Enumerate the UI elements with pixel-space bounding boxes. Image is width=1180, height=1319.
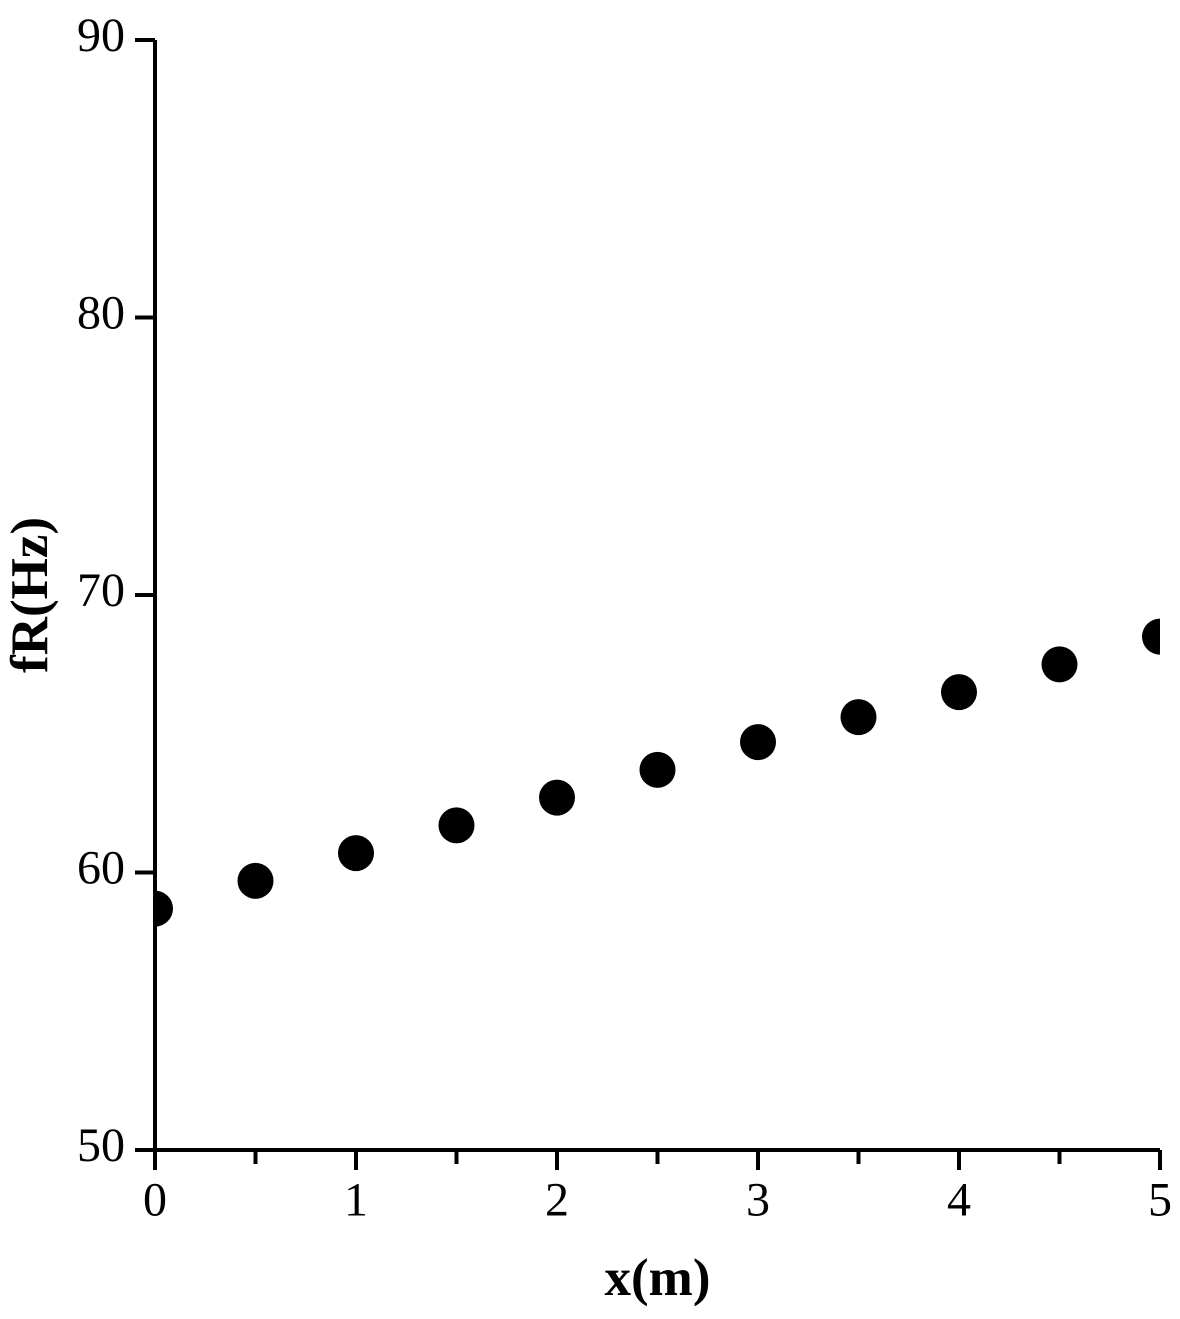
y-tick-label: 50 (77, 1119, 125, 1172)
y-tick-label: 90 (77, 9, 125, 62)
data-point (941, 674, 977, 710)
y-tick-label: 70 (77, 564, 125, 617)
chart-svg: 50 60 70 80 90 0 1 2 3 4 5 x(m) fR(Hz) (0, 0, 1180, 1314)
data-point (137, 891, 173, 927)
y-tick-label: 60 (77, 842, 125, 895)
data-point (539, 780, 575, 816)
x-tick-label: 2 (545, 1174, 569, 1227)
data-point (640, 752, 676, 788)
data-point (841, 699, 877, 735)
x-tick-label: 4 (947, 1174, 971, 1227)
scatter-chart: 50 60 70 80 90 0 1 2 3 4 5 x(m) fR(Hz) (0, 0, 1180, 1314)
data-point (238, 863, 274, 899)
x-axis-label: x(m) (605, 1249, 711, 1307)
data-point (1142, 619, 1178, 655)
series-group (137, 619, 1178, 927)
x-tick-label: 5 (1148, 1174, 1172, 1227)
data-point (740, 724, 776, 760)
data-point (1042, 646, 1078, 682)
y-tick-label: 80 (77, 287, 125, 340)
data-point (439, 807, 475, 843)
x-tick-label: 3 (746, 1174, 770, 1227)
x-tick-label: 0 (143, 1174, 167, 1227)
x-tick-label: 1 (344, 1174, 368, 1227)
data-point (338, 835, 374, 871)
y-axis-label: fR(Hz) (1, 517, 59, 673)
